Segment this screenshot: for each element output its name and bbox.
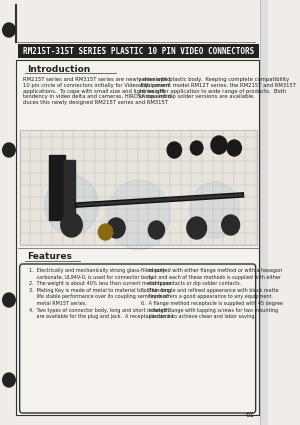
Circle shape xyxy=(61,213,82,237)
Circle shape xyxy=(227,140,242,156)
Circle shape xyxy=(222,215,240,235)
Circle shape xyxy=(98,224,112,240)
Circle shape xyxy=(187,217,206,239)
FancyBboxPatch shape xyxy=(16,60,259,415)
Circle shape xyxy=(45,175,98,235)
Circle shape xyxy=(3,143,15,157)
Text: series with plastic body.  Keeping complete compatibility
with current model RM1: series with plastic body. Keeping comple… xyxy=(139,77,296,99)
Text: 61: 61 xyxy=(246,412,255,418)
Text: Features: Features xyxy=(27,252,72,261)
Circle shape xyxy=(190,141,203,155)
Text: mounted with either flange method or with a hexagon
     nut and each of these m: mounted with either flange method or wit… xyxy=(141,268,283,319)
Circle shape xyxy=(3,23,15,37)
Text: RM215T-315T SERIES PLASTIC 10 PIN VIDEO CONNECTORS: RM215T-315T SERIES PLASTIC 10 PIN VIDEO … xyxy=(23,46,254,56)
Text: RM215T series and RM315T series are newly developed
10 pin circle of connectors : RM215T series and RM315T series are newl… xyxy=(23,77,173,105)
Bar xyxy=(261,0,268,425)
Text: Introduction: Introduction xyxy=(27,65,90,74)
Bar xyxy=(49,155,65,220)
Bar xyxy=(64,160,75,215)
Circle shape xyxy=(148,221,164,239)
Circle shape xyxy=(190,182,240,238)
Text: 1.  Electrically and mechanically strong glass-filled poly-
     carbonate, UL94: 1. Electrically and mechanically strong … xyxy=(28,268,173,319)
Circle shape xyxy=(167,142,182,158)
Circle shape xyxy=(3,373,15,387)
FancyBboxPatch shape xyxy=(20,264,256,413)
Circle shape xyxy=(107,218,125,238)
FancyBboxPatch shape xyxy=(18,44,259,58)
Circle shape xyxy=(3,293,15,307)
Circle shape xyxy=(107,180,170,250)
Bar xyxy=(20,130,256,245)
Circle shape xyxy=(211,136,227,154)
